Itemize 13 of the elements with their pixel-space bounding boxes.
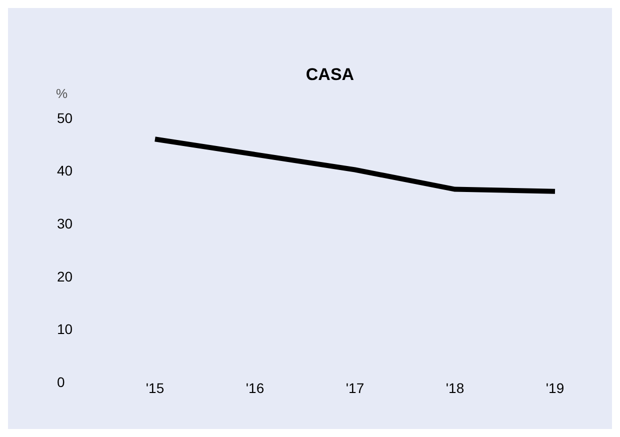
x-tick-label: '17: [346, 380, 364, 396]
x-tick-label: '18: [446, 380, 464, 396]
y-tick-label: 20: [57, 268, 73, 284]
y-tick-label: 30: [57, 216, 73, 232]
y-tick-label: 0: [57, 374, 65, 390]
x-tick-label: '15: [146, 380, 164, 396]
x-tick-label: '19: [546, 380, 564, 396]
x-tick-label: '16: [246, 380, 264, 396]
y-tick-label: 10: [57, 321, 73, 338]
y-tick-label: 50: [57, 110, 73, 126]
y-tick-label: 40: [57, 162, 73, 179]
chart-title: CASA: [306, 65, 354, 84]
y-axis-title: %: [56, 86, 68, 101]
